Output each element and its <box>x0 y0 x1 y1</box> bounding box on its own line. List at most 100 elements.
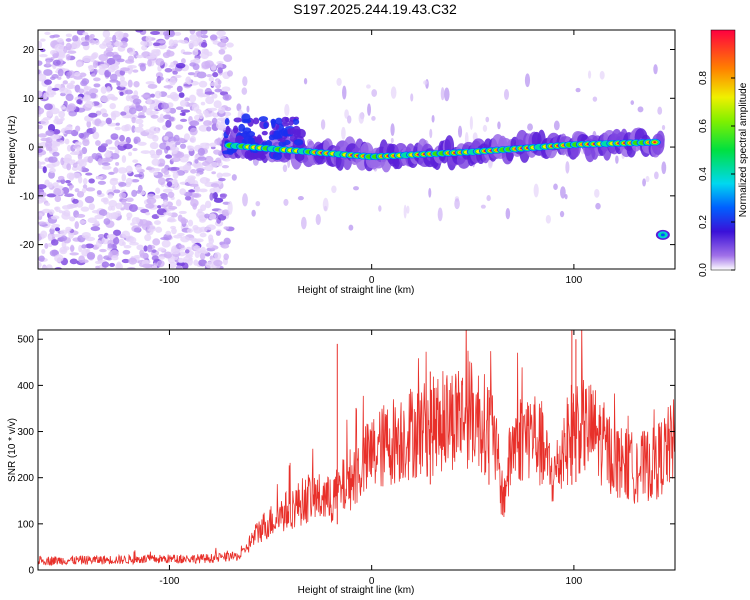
spectrogram-cell <box>163 85 174 89</box>
spectrogram-marks <box>38 30 670 269</box>
spectrogram-cell <box>480 204 486 209</box>
spectrogram-cell <box>136 244 144 251</box>
spectrogram-cell <box>121 173 127 182</box>
spectrogram-cell <box>224 106 232 112</box>
spectrogram-cell <box>565 161 570 174</box>
spectrogram-cell <box>54 254 64 263</box>
spectrogram-cell <box>645 175 650 183</box>
spectrogram-cell <box>50 91 57 96</box>
spectrogram-cell <box>205 64 212 69</box>
spectrogram-cell <box>553 120 560 131</box>
spectrogram-cell <box>79 220 87 225</box>
spectrogram-cell <box>258 116 269 122</box>
spectrogram-cell <box>211 171 216 175</box>
spectrogram-cell <box>38 160 42 168</box>
spectrogram-cell <box>282 164 288 173</box>
spectrogram-cell <box>163 251 173 259</box>
spectrogram-cell <box>84 101 95 108</box>
spectrogram-cell <box>179 112 186 116</box>
spectrogram-cell <box>80 80 88 87</box>
spectrogram-cell <box>72 162 78 168</box>
spectrogram-cell <box>560 186 566 199</box>
spectrogram-cell <box>163 114 172 120</box>
spectrogram-cell <box>105 139 113 145</box>
spectrogram-cell <box>54 43 64 52</box>
spectrogram-cell <box>144 234 152 242</box>
spectrogram-cell <box>57 175 65 181</box>
spectrogram-cell <box>125 197 134 202</box>
spectrogram-cell <box>147 244 153 253</box>
colorbar-tick-label: 0.4 <box>698 167 709 181</box>
spectrogram-cell <box>65 42 72 51</box>
spectrogram-ylabel: Frequency (Hz) <box>7 116 18 185</box>
spectrogram-cell <box>74 188 80 193</box>
spectrogram-cell <box>88 203 96 211</box>
spectrogram-cell <box>38 148 43 154</box>
spectrogram-cell <box>66 144 72 152</box>
spectrogram-cell <box>87 156 94 164</box>
spectrogram-cell <box>527 123 533 131</box>
spectrogram-cell <box>152 194 162 199</box>
spectrogram-cell <box>209 34 218 41</box>
spectrogram-cell <box>155 149 163 156</box>
spectrogram-cell <box>54 227 61 232</box>
spectrogram-cell <box>153 171 159 176</box>
spectrogram-cell <box>587 70 592 79</box>
spectrogram-cell <box>113 167 119 174</box>
spectrogram-cell <box>38 184 47 190</box>
spectrogram-cell <box>78 255 86 264</box>
spectrogram-cell <box>227 200 233 215</box>
spectrogram-cell <box>95 140 101 146</box>
spectrogram-cell <box>204 155 214 164</box>
spectrogram-cell <box>204 165 214 172</box>
spectrogram-cell <box>82 178 88 185</box>
spectrogram-cell <box>48 171 55 179</box>
y-tick-label: 20 <box>23 45 35 56</box>
spectrogram-cell <box>99 61 105 65</box>
spectrogram-cell <box>297 196 304 201</box>
spectrogram-cell <box>97 180 106 185</box>
spectrogram-cell <box>89 88 99 94</box>
spectrogram-cell <box>77 158 84 166</box>
spectrogram-cell <box>189 136 197 144</box>
spectrogram-cell <box>371 116 376 121</box>
spectrogram-cell <box>273 130 280 140</box>
spectrogram-cell <box>92 131 100 140</box>
spectrogram-cell <box>194 159 199 164</box>
spectrogram-cell <box>120 67 131 72</box>
spectrogram-cell <box>173 180 178 188</box>
snr-ticks: -100 0 100 0 100 200 300 400 500 <box>17 330 675 587</box>
spectrogram-cell <box>38 69 41 75</box>
spectrogram-cell <box>135 190 142 194</box>
spectrogram-cell <box>121 124 130 132</box>
spectrogram-cell <box>146 55 156 60</box>
spectrogram-cell <box>74 71 81 77</box>
spectrogram-cell <box>66 163 72 171</box>
spectrogram-cell <box>564 194 568 200</box>
spectrogram-cell <box>485 116 490 123</box>
spectrogram-cell <box>103 197 109 205</box>
spectrogram-cell <box>47 182 53 189</box>
spectrogram-cell <box>630 100 635 105</box>
spectrogram-cell <box>115 161 120 166</box>
spectrogram-cell <box>126 212 133 219</box>
spectrogram-cell <box>216 121 222 129</box>
spectrogram-cell <box>105 212 111 219</box>
spectrogram-cell <box>102 30 111 38</box>
spectrogram-cell <box>101 261 110 268</box>
spectrogram-cell <box>58 210 63 214</box>
spectrogram-cell <box>38 199 44 204</box>
spectrogram-cell <box>107 243 113 249</box>
spectrogram-cell <box>186 228 193 233</box>
spectrogram-cell <box>101 162 111 166</box>
spectrogram-cell <box>147 83 158 89</box>
spectrogram-cell <box>454 198 460 210</box>
spectrogram-cell <box>653 141 656 144</box>
spectrogram-cell <box>108 199 118 207</box>
spectrogram-cell <box>98 63 109 70</box>
spectrogram-cell <box>128 107 137 115</box>
spectrogram-cell <box>172 171 179 179</box>
spectrogram-cell <box>62 80 68 85</box>
spectrogram-cell <box>358 112 364 124</box>
